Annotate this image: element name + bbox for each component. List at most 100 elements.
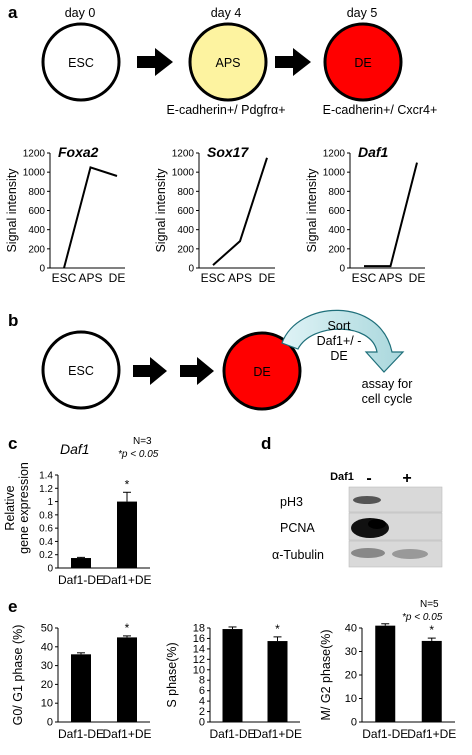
y-tick-label: 600 [28, 206, 45, 217]
y-tick-label: 400 [177, 225, 194, 236]
x-tick-label: ESC [52, 271, 77, 285]
blot-row-ph3: pH3 [280, 495, 303, 509]
sort-label-line-3: DE [330, 349, 347, 363]
y-tick-label: 20 [41, 679, 53, 691]
y-tick-label: 2 [199, 706, 205, 718]
y-tick-label: 1000 [323, 168, 346, 179]
blot-lane-plus: + [402, 470, 411, 487]
data-bar [71, 558, 91, 568]
western-blot-image [348, 486, 443, 568]
daf1-expression-bar-chart: 0 0.2 0.4 0.6 0.8 1 1.2 1.4 Daf1-DE * Daf1+DE [39, 471, 151, 588]
blot-row-tubulin: α-Tubulin [272, 548, 324, 562]
panel-e-stats-p: *p < 0.05 [402, 612, 443, 623]
y-tick-label: 12 [193, 654, 205, 666]
series-line [212, 157, 268, 266]
panel-e-stats-n: N=5 [420, 599, 439, 610]
y-axis-title: G0/ G1 phase (%) [11, 625, 25, 726]
y-tick-label: 400 [28, 225, 45, 236]
y-tick-label: 30 [345, 646, 357, 658]
aps-label: APS [215, 56, 240, 70]
arrow-aps-to-de-icon [275, 48, 311, 76]
panel-b-esc-label: ESC [68, 364, 94, 378]
y-tick-label: 1.2 [39, 484, 53, 495]
foxa2-line-chart: 0 200 400 600 800 1000 1200 ESC APS DE Foxa2 Signal… [5, 144, 125, 285]
y-tick-label: 40 [345, 623, 357, 635]
y-tick-label: 200 [328, 244, 345, 255]
y-tick-label: 14 [193, 643, 205, 655]
y-tick-label: 0.8 [39, 510, 53, 521]
y-tick-label: 400 [328, 225, 345, 236]
y-tick-label: 6 [199, 685, 205, 697]
y-tick-label: 0 [339, 264, 345, 275]
y-tick-label: 800 [28, 187, 45, 198]
y-tick-label: 800 [328, 187, 345, 198]
panel-b-letter: b [8, 311, 18, 330]
y-tick-label: 200 [177, 244, 194, 255]
y-tick-label: 16 [193, 633, 205, 645]
y-tick-label: 0.6 [39, 524, 53, 535]
significance-star: * [125, 477, 130, 491]
x-tick-label: Daf1+DE [102, 727, 151, 741]
sort-label-line-1: Sort [328, 319, 351, 333]
chart-gene-title: Daf1 [358, 144, 389, 160]
de-marker-label: E-cadherin+/ Cxcr4+ [323, 103, 438, 117]
aps-circle [188, 22, 268, 102]
blot-row-pcna: PCNA [280, 521, 315, 535]
x-tick-label: ESC [201, 271, 226, 285]
y-tick-label: 1.4 [39, 471, 53, 482]
y-tick-label: 800 [177, 187, 194, 198]
x-tick-label: DE [409, 271, 426, 285]
panel-a-letter: a [8, 3, 18, 22]
y-tick-label: 40 [41, 641, 53, 653]
sort-label-line-2: Daf1+/ - [317, 334, 362, 348]
significance-star: * [429, 623, 434, 637]
y-tick-label: 600 [328, 206, 345, 217]
chart-gene-title: Sox17 [207, 144, 249, 160]
blot-lane-minus: - [366, 470, 371, 487]
data-bar [375, 625, 396, 722]
assay-label-line-2: cell cycle [362, 392, 413, 406]
y-tick-label: 0.2 [39, 550, 53, 561]
x-tick-label: DE [259, 271, 276, 285]
x-tick-label: APS [378, 271, 402, 285]
x-tick-label: DE [109, 271, 126, 285]
y-tick-label: 1200 [23, 149, 46, 160]
g0g1-phase-bar-chart: 0 10 20 30 40 50 Daf1-DE * Daf1+DE G0/ G1 phase (… [11, 621, 152, 741]
x-tick-label: Daf1-DE [209, 727, 255, 741]
y-tick-label: 18 [193, 623, 205, 635]
day-5-label: day 5 [347, 6, 378, 20]
y-tick-label: 0 [39, 264, 45, 275]
y-tick-label: 10 [193, 664, 205, 676]
data-bar [267, 641, 288, 722]
sox17-line-chart: 0 200 400 600 800 1000 1200 ESC APS DE Sox17 Signal… [154, 144, 275, 285]
y-tick-label: 1200 [172, 149, 195, 160]
y-tick-label: 0.4 [39, 537, 53, 548]
panel-c-gene-title: Daf1 [60, 441, 90, 457]
y-axis-title: Signal intensity [154, 168, 168, 253]
series-line [63, 166, 118, 269]
m-g2-phase-bar-chart: 0 10 20 30 40 Daf1-DE * Daf1+DE M/ G2 phase(%) [319, 623, 456, 742]
panel-b-de-label: DE [253, 365, 270, 379]
data-bar [117, 637, 137, 722]
significance-star: * [275, 622, 280, 636]
assay-label-line-1: assay for [362, 377, 413, 391]
x-tick-label: Daf1-DE [58, 573, 104, 587]
panel-c-stats-n: N=3 [133, 436, 152, 447]
panel-d-letter: d [261, 434, 271, 453]
data-bar [71, 654, 91, 722]
series-line [364, 162, 418, 268]
panel-c-letter: c [8, 434, 17, 453]
y-tick-label: 1000 [23, 168, 46, 179]
y-tick-label: 50 [41, 623, 53, 635]
y-tick-label: 20 [345, 670, 357, 682]
panel-c-ylabel-line-2: gene expression [17, 462, 31, 554]
y-axis-title: Signal intensity [5, 168, 19, 253]
esc-circle [41, 22, 121, 102]
panel-b-arrow-1-icon [133, 357, 167, 385]
x-tick-label: Daf1-DE [58, 727, 104, 741]
chart-gene-title: Foxa2 [58, 144, 99, 160]
day-4-label: day 4 [211, 6, 242, 20]
x-tick-label: APS [78, 271, 102, 285]
data-bar [222, 629, 243, 722]
